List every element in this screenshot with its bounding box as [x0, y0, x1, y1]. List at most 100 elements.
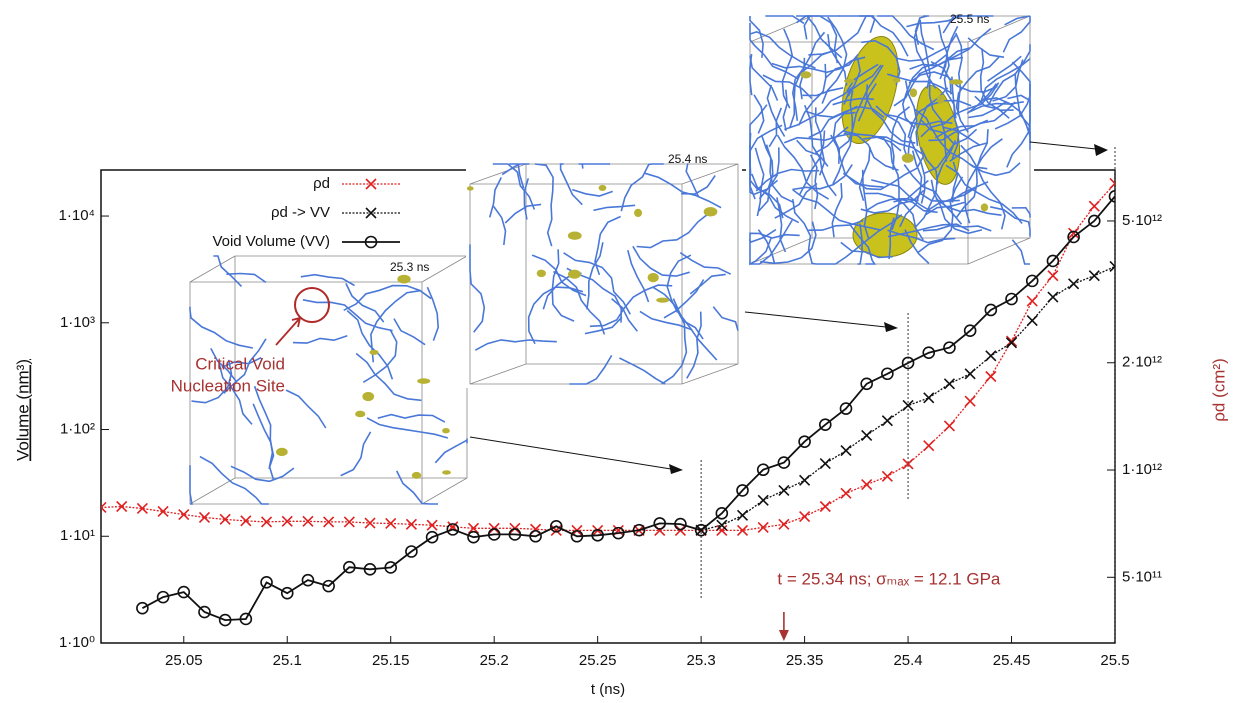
void-small	[949, 79, 963, 84]
pointer-head	[669, 464, 683, 474]
data-point	[1089, 271, 1099, 281]
data-point	[1048, 271, 1058, 281]
data-point	[862, 480, 872, 490]
void-small	[412, 472, 422, 479]
data-point	[738, 525, 748, 535]
data-point	[820, 459, 830, 469]
data-point	[986, 351, 996, 361]
void-small	[568, 270, 581, 279]
x-tick-label: 25.05	[165, 652, 203, 669]
snapshot-label: 25.5 ns	[950, 12, 989, 26]
data-point	[758, 522, 768, 532]
data-point	[137, 503, 147, 513]
legend-label: Void Volume (VV)	[212, 233, 330, 250]
y-tick-label: 1·10¹	[60, 527, 95, 544]
y-tick-label: 1·10²	[60, 420, 95, 437]
void-small	[355, 411, 365, 418]
annotation-head	[779, 630, 789, 641]
data-point	[199, 512, 209, 522]
snapshot-label: 25.4 ns	[668, 152, 707, 166]
void-small	[704, 207, 718, 217]
void-small	[276, 448, 288, 456]
void-small	[656, 298, 669, 303]
void-small	[981, 203, 988, 211]
data-point	[820, 501, 830, 511]
data-point	[427, 520, 437, 530]
pointer-arrow	[745, 312, 886, 327]
y2-tick-label: 5·10¹²	[1122, 212, 1162, 229]
pointer-arrow	[470, 437, 671, 469]
data-point	[1027, 316, 1037, 326]
void-small	[417, 378, 430, 384]
pointer-head	[1094, 144, 1108, 156]
void-small	[910, 88, 917, 97]
void-small	[634, 209, 642, 217]
pointer-head	[884, 322, 898, 332]
x-tick-label: 25.5	[1100, 652, 1129, 669]
data-point	[965, 396, 975, 406]
y-tick-label: 1·10⁰	[59, 634, 95, 651]
y-tick-label: 1·10⁴	[59, 207, 95, 224]
nucleation-label: Nucleation Site	[171, 376, 285, 395]
data-point	[779, 485, 789, 495]
data-point	[179, 510, 189, 520]
data-point	[158, 506, 168, 516]
void-small	[800, 71, 811, 78]
data-point	[220, 514, 230, 524]
y-tick-label: 1·10³	[60, 314, 95, 331]
x-tick-label: 25.25	[579, 652, 617, 669]
nucleation-label: Critical Void	[195, 354, 285, 373]
x-tick-label: 25.35	[786, 652, 824, 669]
void-small	[568, 231, 582, 239]
data-point	[944, 421, 954, 431]
void-small	[467, 186, 474, 190]
x-tick-label: 25.2	[480, 652, 509, 669]
chart: t (ns) Volume (nm³) ρd (cm²) 25.0525.125…	[0, 0, 1236, 703]
snapshot-image: 25.5 ns	[746, 12, 1034, 268]
x-tick-label: 25.15	[372, 652, 410, 669]
void-small	[537, 270, 546, 278]
data-point	[903, 459, 913, 469]
data-point	[1027, 296, 1037, 306]
data-point	[758, 495, 768, 505]
y2-axis-title: ρd (cm²)	[1209, 358, 1228, 422]
legend-label: ρd -> VV	[271, 204, 330, 221]
data-point	[924, 393, 934, 403]
data-point	[800, 512, 810, 522]
legend-label: ρd	[313, 175, 330, 192]
void-small	[442, 470, 451, 474]
y2-tick-label: 1·10¹²	[1122, 461, 1162, 478]
void-small	[362, 392, 374, 401]
x-tick-label: 25.3	[687, 652, 716, 669]
data-point	[779, 519, 789, 529]
void-small	[648, 273, 659, 282]
data-point	[924, 441, 934, 451]
data-point	[882, 416, 892, 426]
annotation-text: t = 25.34 ns; σₘₐₓ = 12.1 GPa	[777, 569, 1000, 588]
void-small	[397, 275, 410, 284]
data-point	[738, 510, 748, 520]
data-point	[841, 446, 851, 456]
x-tick-label: 25.45	[993, 652, 1031, 669]
data-point	[1048, 292, 1058, 302]
data-point	[944, 379, 954, 389]
y-axis-title: Volume (nm³)	[13, 359, 32, 461]
snapshot-image: 25.4 ns	[466, 152, 742, 388]
data-point	[800, 475, 810, 485]
void-small	[442, 428, 450, 433]
data-point	[965, 369, 975, 379]
snapshot-label: 25.3 ns	[390, 260, 429, 274]
data-point	[241, 516, 251, 526]
data-point	[882, 471, 892, 481]
void-small	[937, 95, 945, 104]
void-small	[893, 78, 901, 83]
data-point	[862, 430, 872, 440]
void-small	[844, 79, 855, 83]
x-tick-label: 25.1	[273, 652, 302, 669]
y2-tick-label: 5·10¹¹	[1122, 568, 1162, 585]
data-point	[1089, 201, 1099, 211]
data-point	[1007, 338, 1017, 348]
void-small	[369, 350, 378, 355]
void-small	[599, 185, 607, 191]
data-point	[1069, 279, 1079, 289]
